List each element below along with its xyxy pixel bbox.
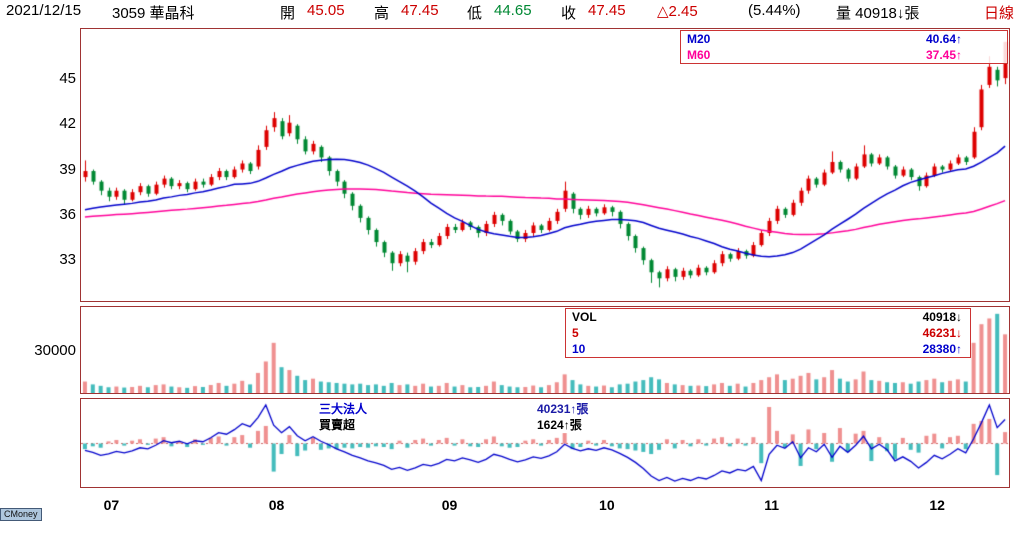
inst-net-value: 1624↑張 [537,418,582,432]
vol-ma10-value: 28380↑ [922,342,962,356]
inst-total-value: 40231↑張 [537,402,589,416]
stock-id-name: 3059 華晶科 [112,5,195,22]
price-candlestick-canvas[interactable] [81,29,1009,301]
period-daily-label[interactable]: 日線 [984,5,1015,22]
price-axis-tick: 33 [59,251,76,269]
month-axis-tick: 11 [764,497,780,513]
price-axis-tick: 39 [59,160,76,178]
institutional-legend: 三大法人 40231↑張 買賣超 1624↑張 [319,401,589,433]
month-axis: 07 08 09 10 11 12 [0,497,1024,515]
vol-ma10-label: 10 [572,342,586,356]
open-label: 開 [280,5,296,22]
month-axis-tick: 10 [599,497,615,513]
vol-value: 40918↓ [922,310,962,324]
ma20-value: 40.64↑ [925,32,962,46]
volume-panel: VOL 40918↓ 5 46231↓ 10 28380↑ [80,306,1010,394]
price-axis-tick: 45 [59,69,76,87]
volume-legend: VOL 40918↓ 5 46231↓ 10 28380↑ [565,308,971,358]
quote-date: 2021/12/15 [6,2,82,19]
ma60-label: M60 [687,48,711,62]
price-axis-tick: 42 [59,115,76,133]
month-axis-tick: 07 [103,497,120,513]
month-axis-tick: 09 [441,497,458,513]
open-value: 45.05 [307,2,345,19]
high-label: 高 [374,5,390,22]
inst-net-label: 買賣超 [319,418,356,432]
price-change-pct: (5.44%) [748,2,801,19]
ma-legend: M20 40.64↑ M60 37.45↑ [680,30,1008,64]
quote-header: 2021/12/15 3059 華晶科 開 45.05 高 47.45 低 44… [0,2,1024,24]
ma60-value: 37.45↑ [925,48,962,62]
high-value: 47.45 [401,2,439,19]
ma20-label: M20 [687,32,711,46]
month-axis-tick: 08 [268,497,285,513]
low-value: 44.65 [494,2,532,19]
cmoney-logo: CMoney [0,508,42,521]
vol-ma5-value: 46231↓ [922,326,962,340]
close-value: 47.45 [588,2,626,19]
inst-total-label: 三大法人 [319,402,368,416]
price-panel: M20 40.64↑ M60 37.45↑ [80,28,1010,302]
institutional-panel: 三大法人 40231↑張 買賣超 1624↑張 [80,398,1010,488]
vol-label: VOL [572,310,597,324]
price-axis-tick: 36 [59,205,76,223]
low-label: 低 [467,5,483,22]
vol-ma5-label: 5 [572,326,579,340]
volume-readout: 量 40918↓張 [836,5,920,22]
month-axis-tick: 12 [929,497,945,513]
close-label: 收 [561,5,577,22]
price-change: △2.45 [657,3,698,20]
volume-axis-tick: 30000 [34,342,76,359]
